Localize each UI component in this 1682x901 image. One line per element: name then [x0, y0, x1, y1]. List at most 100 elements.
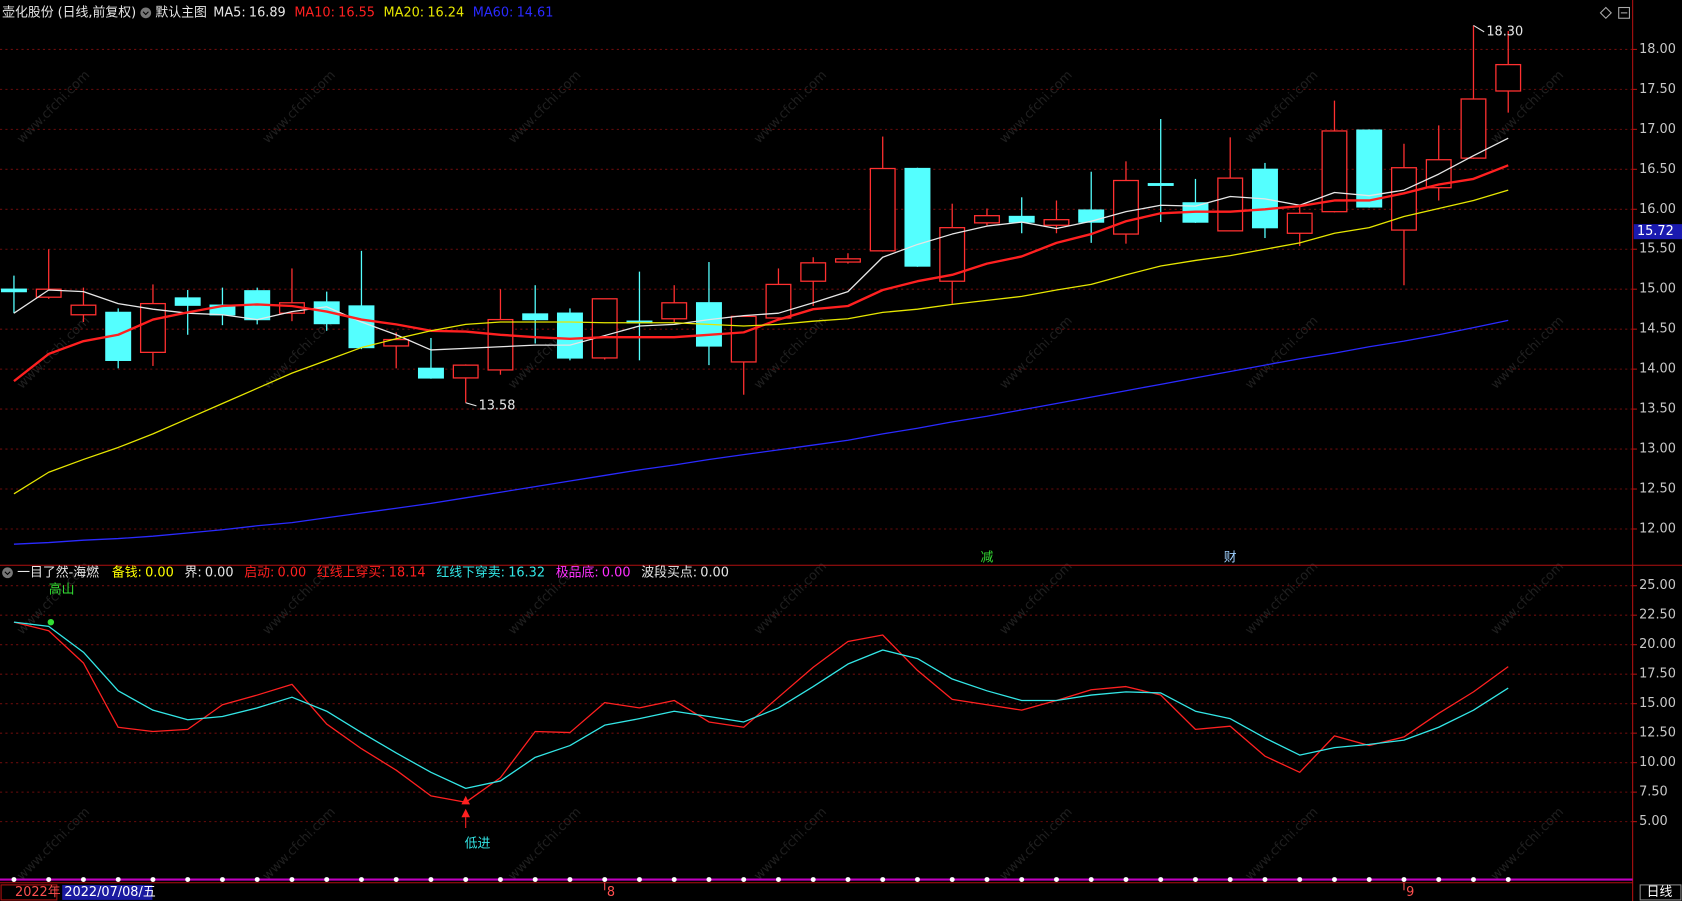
menu-icon — [140, 7, 152, 19]
header-text: 一目了然-海燃 — [17, 564, 99, 580]
candle-body — [1286, 212, 1313, 234]
series-line — [13, 189, 1509, 495]
header-text: MA5: — [213, 5, 245, 20]
price-marker — [1633, 224, 1682, 240]
candle-body — [383, 338, 410, 347]
candle-body — [348, 305, 375, 349]
header-text: 0.00 — [278, 565, 307, 580]
track-dot — [46, 877, 52, 883]
track-dot — [810, 877, 816, 883]
candle-body — [174, 297, 201, 306]
signal-dot — [47, 618, 55, 626]
header-text: 波段买点: — [641, 565, 697, 580]
candle-body — [556, 312, 583, 359]
track-dot — [636, 877, 642, 883]
header-text: 14.61 — [517, 5, 554, 20]
header-text: MA60: — [473, 5, 514, 20]
header-text: 红线下穿卖: — [436, 564, 505, 580]
track-dot — [880, 877, 886, 883]
candle-body — [70, 304, 97, 316]
main-plot: 18.30 13.58 — [0, 24, 1633, 545]
y-tick-label: 7.50 — [1639, 785, 1668, 800]
signal-label: 高山 — [49, 582, 75, 598]
candle-body — [800, 262, 827, 282]
track-dot — [914, 877, 920, 883]
annotation-leader — [465, 402, 477, 407]
header-text: 16.32 — [508, 565, 545, 580]
signal-label: 财 — [1224, 550, 1237, 565]
track-dot — [1401, 877, 1407, 883]
track-dot — [1019, 877, 1025, 883]
candle-body — [35, 288, 62, 298]
toolbar-icon[interactable] — [1599, 6, 1612, 19]
toolbar-icon[interactable] — [1618, 6, 1630, 19]
signal-arrow — [461, 795, 470, 818]
header-text: 16.24 — [427, 5, 464, 20]
track-dot — [1123, 877, 1129, 883]
track-dot — [289, 877, 295, 883]
y-tick-label: 18.00 — [1639, 42, 1676, 57]
track-dot — [949, 877, 955, 883]
candle-body — [1043, 219, 1070, 226]
cursor-date: 2022/07/08/五 — [64, 885, 155, 900]
signal-label: 低进 — [465, 837, 491, 852]
candle-body — [1008, 215, 1035, 223]
candle-body — [765, 283, 792, 319]
y-tick-label: 22.50 — [1639, 608, 1676, 623]
track-dot — [358, 877, 364, 883]
candle-body — [730, 315, 757, 363]
y-tick-label: 16.00 — [1639, 202, 1676, 217]
track-dot — [1158, 877, 1164, 883]
period-label: 日线 — [1647, 885, 1673, 900]
header-text: 0.00 — [145, 565, 174, 580]
candle-body — [1217, 177, 1244, 232]
series-line — [13, 621, 1509, 803]
track-dot — [1505, 877, 1511, 883]
header-text: 界: — [184, 565, 201, 580]
y-tick-label: 12.50 — [1639, 482, 1676, 497]
y-tick-label: 12.50 — [1639, 726, 1676, 741]
annotation-label: 13.58 — [479, 398, 516, 413]
y-tick-label: 15.00 — [1639, 282, 1676, 297]
track-dot — [254, 877, 260, 883]
y-tick-label: 10.00 — [1639, 755, 1676, 770]
track-dot — [1366, 877, 1372, 883]
menu-icon — [2, 567, 13, 579]
header-text: 0.00 — [602, 565, 631, 580]
track-dot — [463, 877, 469, 883]
track-dot — [1088, 877, 1094, 883]
track-dot — [185, 877, 191, 883]
candle-body — [417, 367, 444, 379]
track-dot — [1053, 877, 1059, 883]
track-dot — [150, 877, 156, 883]
series-line — [13, 319, 1509, 545]
candle-body — [139, 302, 166, 353]
track-dot — [80, 877, 86, 883]
track-dot — [497, 877, 503, 883]
candle-body — [869, 167, 896, 252]
candle-body — [834, 258, 861, 263]
y-tick-label: 17.00 — [1639, 122, 1676, 137]
y-tick-label: 5.00 — [1639, 814, 1668, 829]
track-dot — [1227, 877, 1233, 883]
track-dot — [567, 877, 573, 883]
candle-body — [0, 288, 27, 293]
cursor-date-box — [62, 884, 153, 900]
signal-label: 减 — [981, 550, 994, 565]
header-text: 16.55 — [338, 5, 375, 20]
candle-body — [661, 302, 688, 320]
track-dot — [115, 877, 121, 883]
candle-body — [1495, 63, 1522, 92]
track-dot — [1262, 877, 1268, 883]
series-line — [13, 621, 1509, 790]
header-text: 默认主图 — [155, 4, 206, 20]
candle-body — [1078, 209, 1105, 223]
header-text: 备钱: — [112, 565, 142, 580]
candle-body — [973, 215, 1000, 224]
candle-body — [1460, 98, 1487, 159]
candle-body — [591, 298, 618, 359]
annotation-leader — [1473, 24, 1485, 33]
